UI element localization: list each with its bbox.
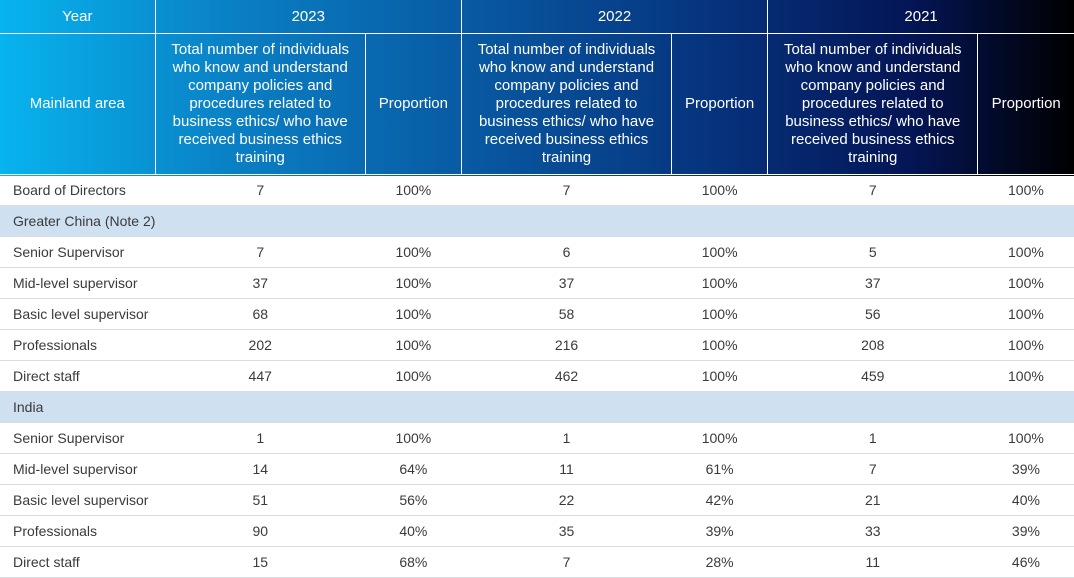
row-label: Mid-level supervisor — [0, 267, 156, 299]
count-header-2022: Total number of individuals who know and… — [461, 33, 673, 175]
row-label: Board of Directors — [0, 174, 156, 206]
cell-value: 56 — [767, 298, 978, 330]
cell-value: 100% — [977, 298, 1074, 330]
count-header-2021: Total number of individuals who know and… — [767, 33, 979, 175]
proportion-header-2022: Proportion — [671, 33, 769, 175]
cell-value: 100% — [365, 422, 462, 454]
cell-value: 39% — [977, 515, 1074, 547]
cell-value: 100% — [977, 329, 1074, 361]
cell-value: 1 — [155, 422, 366, 454]
cell-value: 100% — [977, 360, 1074, 392]
section-label: India — [0, 391, 1074, 423]
cell-value: 447 — [155, 360, 366, 392]
cell-value: 100% — [671, 329, 768, 361]
cell-value: 40% — [365, 515, 462, 547]
cell-value: 42% — [671, 484, 768, 516]
cell-value: 7 — [767, 453, 978, 485]
cell-value: 35 — [461, 515, 672, 547]
cell-value: 100% — [365, 329, 462, 361]
cell-value: 100% — [365, 174, 462, 206]
row-label: Mid-level supervisor — [0, 453, 156, 485]
cell-value: 14 — [155, 453, 366, 485]
cell-value: 6 — [461, 236, 672, 268]
cell-value: 100% — [977, 422, 1074, 454]
cell-value: 7 — [155, 174, 366, 206]
cell-value: 459 — [767, 360, 978, 392]
cell-value: 216 — [461, 329, 672, 361]
table-row: Mid-level supervisor 14 64% 11 61% 7 39% — [0, 453, 1074, 485]
cell-value: 1 — [767, 422, 978, 454]
cell-value: 21 — [767, 484, 978, 516]
cell-value: 40% — [977, 484, 1074, 516]
cell-value: 202 — [155, 329, 366, 361]
year-2022-header: 2022 — [461, 0, 769, 34]
table-row: Direct staff 447 100% 462 100% 459 100% — [0, 360, 1074, 392]
cell-value: 7 — [767, 174, 978, 206]
cell-value: 100% — [365, 298, 462, 330]
cell-value: 100% — [671, 267, 768, 299]
row-label: Direct staff — [0, 360, 156, 392]
table-row: Board of Directors 7 100% 7 100% 7 100% — [0, 174, 1074, 206]
proportion-header-2021: Proportion — [977, 33, 1074, 175]
cell-value: 100% — [671, 360, 768, 392]
cell-value: 33 — [767, 515, 978, 547]
count-header-2023: Total number of individuals who know and… — [155, 33, 366, 175]
cell-value: 7 — [155, 236, 366, 268]
cell-value: 208 — [767, 329, 978, 361]
cell-value: 39% — [671, 515, 768, 547]
cell-value: 37 — [767, 267, 978, 299]
cell-value: 100% — [365, 236, 462, 268]
cell-value: 11 — [461, 453, 672, 485]
cell-value: 100% — [365, 267, 462, 299]
cell-value: 100% — [365, 360, 462, 392]
proportion-header-2023: Proportion — [365, 33, 462, 175]
cell-value: 90 — [155, 515, 366, 547]
cell-value: 7 — [461, 174, 672, 206]
cell-value: 22 — [461, 484, 672, 516]
cell-value: 39% — [977, 453, 1074, 485]
cell-value: 100% — [977, 174, 1074, 206]
cell-value: 100% — [977, 236, 1074, 268]
cell-value: 100% — [671, 174, 768, 206]
table-row: Senior Supervisor 7 100% 6 100% 5 100% — [0, 236, 1074, 268]
cell-value: 37 — [461, 267, 672, 299]
row-label: Basic level supervisor — [0, 484, 156, 516]
row-label: Professionals — [0, 515, 156, 547]
table-row: Senior Supervisor 1 100% 1 100% 1 100% — [0, 422, 1074, 454]
cell-value: 5 — [767, 236, 978, 268]
table-row: Professionals 202 100% 216 100% 208 100% — [0, 329, 1074, 361]
row-label: Senior Supervisor — [0, 236, 156, 268]
year-header: Year — [0, 0, 156, 34]
cell-value: 462 — [461, 360, 672, 392]
cell-value: 100% — [671, 236, 768, 268]
cell-value: 100% — [671, 422, 768, 454]
cell-value: 37 — [155, 267, 366, 299]
table-row: Basic level supervisor 68 100% 58 100% 5… — [0, 298, 1074, 330]
cell-value: 100% — [977, 267, 1074, 299]
area-header: Mainland area — [0, 33, 156, 175]
cell-value: 1 — [461, 422, 672, 454]
year-2023-header: 2023 — [155, 0, 462, 34]
cell-value: 100% — [671, 298, 768, 330]
row-label: Basic level supervisor — [0, 298, 156, 330]
row-label: Senior Supervisor — [0, 422, 156, 454]
section-label: Greater China (Note 2) — [0, 205, 1074, 237]
cell-value: 51 — [155, 484, 366, 516]
cell-value: 56% — [365, 484, 462, 516]
cell-value: 58 — [461, 298, 672, 330]
section-row: India — [0, 391, 1074, 423]
cell-value: 61% — [671, 453, 768, 485]
cell-value: 68 — [155, 298, 366, 330]
table-row: Mid-level supervisor 37 100% 37 100% 37 … — [0, 267, 1074, 299]
table-row: Basic level supervisor 51 56% 22 42% 21 … — [0, 484, 1074, 516]
row-label: Professionals — [0, 329, 156, 361]
section-row: Greater China (Note 2) — [0, 205, 1074, 237]
cell-value: 64% — [365, 453, 462, 485]
table-row: Professionals 90 40% 35 39% 33 39% — [0, 515, 1074, 547]
year-2021-header: 2021 — [767, 0, 1074, 34]
